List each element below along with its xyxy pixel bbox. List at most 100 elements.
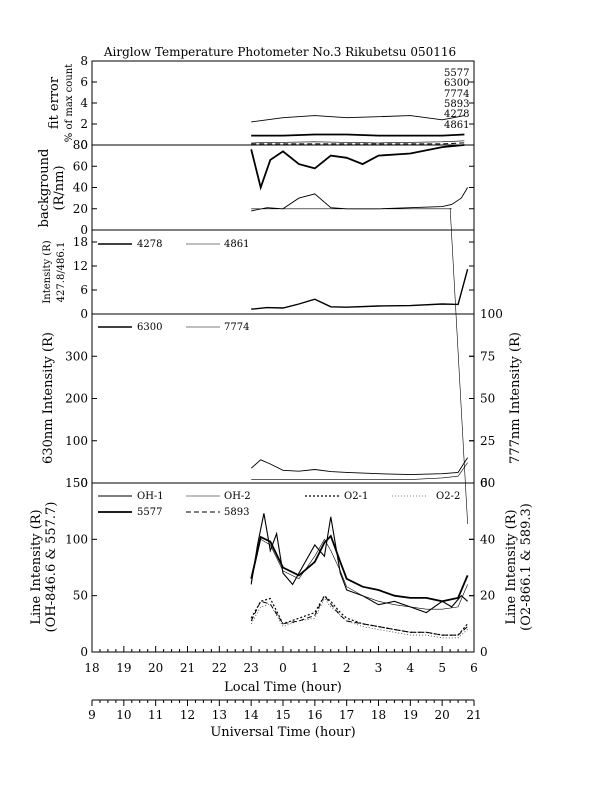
y-tick-label: 0 — [80, 645, 88, 659]
series-5577 — [250, 534, 469, 603]
fit-label-5893: 5893 — [444, 99, 469, 110]
y-tick-label: 100 — [65, 532, 88, 546]
ut-tick-label: 10 — [116, 708, 131, 722]
y-tick-label: 100 — [65, 434, 88, 448]
legend-o21-label: O2-1 — [344, 491, 368, 502]
ut-tick-label: 13 — [212, 708, 227, 722]
local-time-tick-label: 0 — [279, 661, 287, 675]
y-tick-label: 0 — [80, 223, 88, 237]
series-5893 — [251, 142, 465, 145]
local-time-tick-label: 4 — [407, 661, 415, 675]
panel-background-frame — [91, 144, 475, 231]
local-time-tick-label: 23 — [244, 661, 259, 675]
y-tick-label: 12 — [73, 259, 88, 273]
series-5577 — [250, 144, 465, 191]
y-tick-label: 0 — [80, 307, 88, 321]
fit-label-4278: 4278 — [444, 109, 469, 120]
red-ylabel-left: 630nm Intensity (R) — [41, 332, 56, 464]
ut-time-label: Universal Time (hour) — [210, 725, 355, 740]
ut-tick-label: 18 — [371, 708, 386, 722]
y-tick-label: 40 — [73, 181, 88, 195]
y-right-tick-label: 0 — [480, 476, 488, 490]
ut-tick-label: 20 — [435, 708, 450, 722]
ut-tick-label: 11 — [148, 708, 163, 722]
line-ylabel-right-2: (O2-866.1 & 589.3) — [519, 503, 534, 631]
legend-4278-label: 4278 — [137, 239, 162, 250]
y-tick-label: 6 — [80, 75, 88, 89]
y-right-tick-label: 40 — [480, 532, 495, 546]
y-tick-label: 150 — [65, 476, 88, 490]
legend-5893-label: 5893 — [224, 507, 249, 518]
legend-7774-label: 7774 — [224, 322, 249, 333]
y-right-tick-label: 20 — [480, 589, 495, 603]
local-time-tick-label: 18 — [84, 661, 99, 675]
series-7774-edge-rise — [449, 207, 468, 525]
legend-4861-label: 4861 — [224, 239, 249, 250]
local-time-tick-label: 3 — [375, 661, 383, 675]
series-layer — [250, 115, 469, 639]
ticks-layer: 1891910201121122213231401511621731841952… — [65, 54, 503, 722]
ut-tick-label: 17 — [339, 708, 354, 722]
panel-fit-error-frame — [91, 60, 475, 146]
y-tick-label: 6 — [80, 283, 88, 297]
y-tick-label: 4 — [80, 96, 88, 110]
blue-ylabel-2: 427.8/486.1 — [56, 242, 67, 303]
y-right-tick-label: 75 — [480, 349, 495, 363]
y-right-tick-label: 60 — [480, 476, 495, 490]
series-5893 — [250, 594, 468, 636]
series-oh-2 — [250, 538, 468, 610]
fit-error-ylabel-1: fit error — [47, 76, 62, 129]
series-4278 — [251, 269, 469, 310]
y-right-tick-label: 25 — [480, 434, 495, 448]
y-tick-label: 0 — [80, 476, 88, 490]
series-7774 — [251, 140, 465, 144]
y-right-tick-label: 0 — [480, 645, 488, 659]
local-time-tick-label: 6 — [470, 661, 478, 675]
ut-tick-label: 9 — [88, 708, 96, 722]
chart-title: Airglow Temperature Photometer No.3 Riku… — [103, 45, 456, 59]
y-tick-label: 2 — [80, 117, 88, 131]
blue-ylabel-1: Intensity (R) — [42, 240, 53, 303]
fit-label-5577: 5577 — [444, 68, 469, 79]
y-tick-label: 300 — [65, 349, 88, 363]
y-tick-label: 60 — [73, 159, 88, 173]
local-time-tick-label: 21 — [180, 661, 195, 675]
y-right-tick-label: 100 — [480, 307, 503, 321]
local-time-tick-label: 20 — [148, 661, 163, 675]
local-time-tick-label: 1 — [311, 661, 319, 675]
ut-tick-label: 12 — [180, 708, 195, 722]
ut-tick-label: 21 — [466, 708, 481, 722]
ut-tick-label: 15 — [275, 708, 290, 722]
legend-oh2-label: OH-2 — [224, 491, 251, 502]
y-tick-label: 50 — [73, 589, 88, 603]
fit-error-ylabel-2: % of max count — [64, 64, 75, 142]
y-right-tick-label: 50 — [480, 392, 495, 406]
ut-tick-label: 14 — [244, 708, 260, 722]
y-tick-label: 20 — [73, 202, 88, 216]
y-tick-label: 18 — [73, 235, 88, 249]
line-ylabel-left-2: (OH-846.6 & 557.7) — [44, 502, 59, 633]
series-oh-1 — [250, 513, 468, 614]
background-ylabel-1: background — [37, 149, 52, 228]
local-time-tick-label: 22 — [212, 661, 227, 675]
local-time-tick-label: 5 — [438, 661, 446, 675]
red-ylabel-right: 777nm Intensity (R) — [508, 332, 523, 464]
background-ylabel-2: (R/nm) — [52, 165, 67, 210]
local-time-tick-label: 2 — [343, 661, 351, 675]
line-ylabel-left-1: Line Intensity (R) — [29, 509, 44, 624]
legend-o22-label: O2-2 — [436, 491, 460, 502]
legend-6300-label: 6300 — [137, 322, 162, 333]
fit-label-4861: 4861 — [444, 120, 469, 131]
series-7774 — [251, 462, 468, 480]
series-5577 — [251, 133, 465, 137]
ut-tick-label: 19 — [403, 708, 418, 722]
y-tick-label: 80 — [73, 138, 88, 152]
fit-label-7774: 7774 — [444, 89, 469, 100]
local-time-label: Local Time (hour) — [224, 680, 342, 695]
series-6300 — [251, 115, 465, 123]
legend-oh1-label: OH-1 — [137, 491, 164, 502]
series-6300 — [250, 457, 468, 476]
panel-red-frame — [91, 313, 475, 484]
series-o2-2 — [250, 597, 468, 639]
